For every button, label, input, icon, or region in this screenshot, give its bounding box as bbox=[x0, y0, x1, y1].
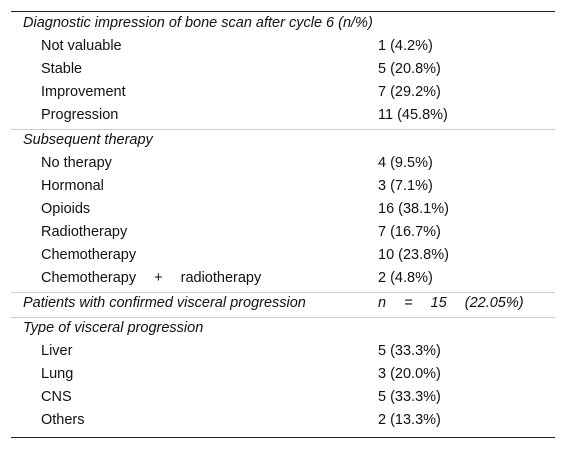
section-title: Type of visceral progression bbox=[23, 320, 204, 336]
row-label: Hormonal bbox=[41, 178, 104, 194]
row-separator bbox=[11, 129, 555, 130]
row-value: 11 (45.8%) bbox=[378, 107, 448, 123]
row-value: 1 (4.2%) bbox=[378, 38, 433, 54]
row-value: 5 (33.3%) bbox=[378, 343, 441, 359]
row-value: 5 (33.3%) bbox=[378, 389, 441, 405]
row-value: 3 (7.1%) bbox=[378, 178, 433, 194]
row-value: 2 (4.8%) bbox=[378, 270, 433, 286]
row-label: Progression bbox=[41, 107, 119, 123]
row-value: 2 (13.3%) bbox=[378, 412, 441, 428]
row-label: Chemotherapy bbox=[41, 247, 137, 263]
row-label: Others bbox=[41, 412, 85, 428]
row-label: Stable bbox=[41, 61, 83, 77]
section-title: Diagnostic impression of bone scan after… bbox=[23, 15, 373, 31]
table: Diagnostic impression of bone scan after… bbox=[11, 11, 555, 438]
section-title: Subsequent therapy bbox=[23, 132, 153, 148]
row-label: Liver bbox=[41, 343, 73, 359]
section-value: n = 15 (22.05%) bbox=[378, 295, 524, 311]
row-label: Lung bbox=[41, 366, 74, 382]
row-value: 4 (9.5%) bbox=[378, 155, 433, 171]
row-label: Chemotherapy + radiotherapy bbox=[41, 270, 262, 286]
row-label: No therapy bbox=[41, 155, 112, 171]
row-separator bbox=[11, 292, 555, 293]
row-value: 5 (20.8%) bbox=[378, 61, 441, 77]
row-label: Improvement bbox=[41, 84, 126, 100]
row-value: 7 (16.7%) bbox=[378, 224, 441, 240]
row-label: CNS bbox=[41, 389, 72, 405]
row-value: 16 (38.1%) bbox=[378, 201, 449, 217]
row-value: 10 (23.8%) bbox=[378, 247, 449, 263]
row-label: Radiotherapy bbox=[41, 224, 128, 240]
row-separator bbox=[11, 317, 555, 318]
row-label: Opioids bbox=[41, 201, 91, 217]
row-value: 7 (29.2%) bbox=[378, 84, 441, 100]
section-title: Patients with confirmed visceral progres… bbox=[23, 295, 306, 311]
row-value: 3 (20.0%) bbox=[378, 366, 441, 382]
row-label: Not valuable bbox=[41, 38, 122, 54]
